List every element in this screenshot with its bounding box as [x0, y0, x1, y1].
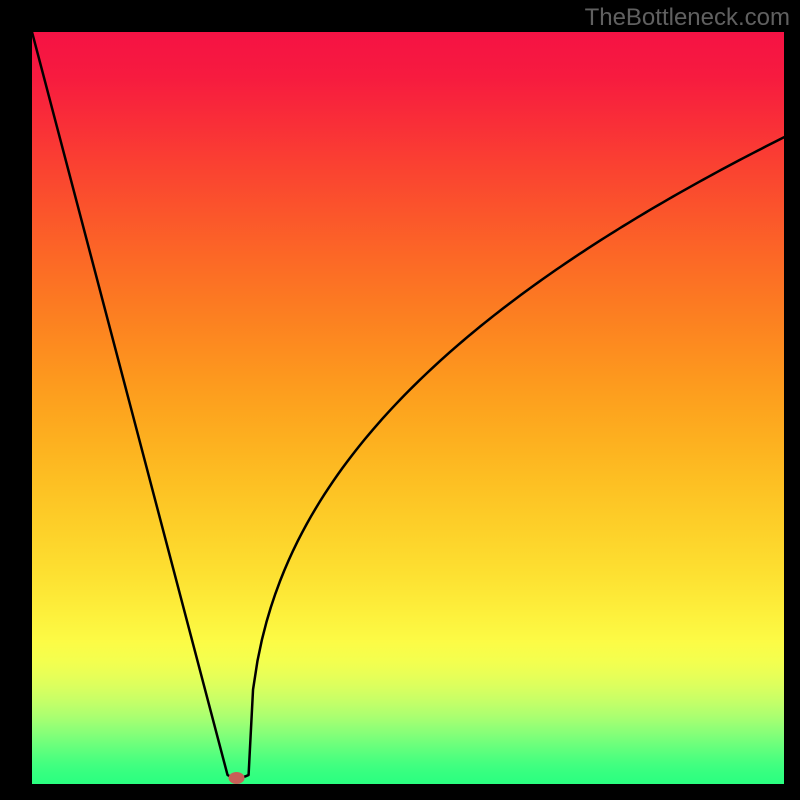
- plot-area: [32, 32, 784, 784]
- valley-marker: [229, 772, 245, 784]
- gradient-background: [32, 32, 784, 784]
- watermark-text: TheBottleneck.com: [585, 4, 790, 32]
- plot-svg: [32, 32, 784, 784]
